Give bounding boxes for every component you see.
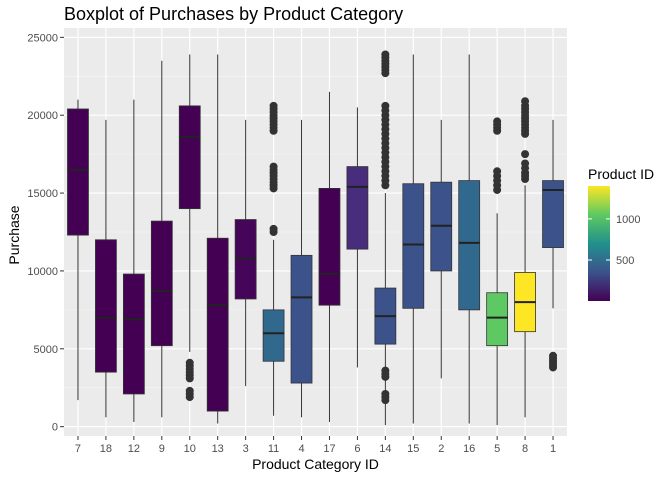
box-category-6 <box>346 107 369 368</box>
outlier-point <box>269 162 278 171</box>
y-tick-label: 15000 <box>27 188 58 200</box>
outlier-point <box>269 224 278 233</box>
box-category-2 <box>430 119 453 379</box>
box-body <box>178 105 201 210</box>
outlier-point <box>185 386 194 395</box>
outlier-point <box>521 159 530 168</box>
box-category-15 <box>402 54 425 424</box>
y-tick-label: 20000 <box>27 110 58 122</box>
box-body <box>95 239 117 373</box>
box-category-9 <box>150 60 173 418</box>
x-tick-label: 12 <box>128 443 140 455</box>
box-category-17 <box>318 91 341 422</box>
box-body <box>346 166 369 250</box>
box-body <box>542 180 564 248</box>
box-body <box>262 309 285 362</box>
x-tick-label: 7 <box>75 443 81 455</box>
outlier-point <box>381 50 390 59</box>
box-category-1 <box>542 119 564 372</box>
chart-title: Boxplot of Purchases by Product Category <box>64 4 404 24</box>
outlier-point <box>493 167 502 176</box>
outlier-point <box>185 358 194 367</box>
y-tick-label: 10000 <box>27 266 58 278</box>
box-body <box>458 180 481 311</box>
x-tick-label: 6 <box>354 443 360 455</box>
x-tick-label: 1 <box>550 443 556 455</box>
outlier-point <box>381 101 390 110</box>
x-tick-label: 14 <box>379 443 391 455</box>
x-tick-label: 10 <box>184 443 196 455</box>
box-category-18 <box>95 119 117 418</box>
box-body <box>486 292 509 347</box>
x-tick-label: 5 <box>494 443 500 455</box>
box-category-8 <box>514 97 536 418</box>
box-body <box>318 187 341 306</box>
outlier-point <box>381 366 390 375</box>
box-body <box>67 108 89 236</box>
y-tick-label: 25000 <box>27 32 58 44</box>
x-tick-label: 2 <box>438 443 444 455</box>
box-category-12 <box>122 99 145 422</box>
box-category-11 <box>262 101 285 416</box>
legend-tick-label: 1000 <box>616 214 640 226</box>
box-category-14 <box>374 50 397 426</box>
x-tick-label: 17 <box>323 443 335 455</box>
legend-tick-label: 500 <box>616 255 634 267</box>
box-category-4 <box>290 119 313 418</box>
box-category-10 <box>178 54 201 402</box>
x-axis-title: Product Category ID <box>252 456 379 472</box>
outlier-point <box>493 117 502 126</box>
legend-title: Product ID <box>588 166 655 182</box>
x-tick-label: 4 <box>298 443 304 455</box>
y-tick-label: 0 <box>52 422 58 434</box>
box-body <box>290 254 313 384</box>
outlier-point <box>381 389 390 398</box>
x-tick-label: 9 <box>159 443 165 455</box>
box-body <box>122 273 145 395</box>
box-category-7 <box>67 99 89 401</box>
x-tick-label: 3 <box>243 443 249 455</box>
box-body <box>206 237 229 412</box>
outlier-point <box>521 97 530 106</box>
outlier-point <box>269 101 278 110</box>
legend-colorbar <box>588 186 610 301</box>
x-tick-label: 18 <box>100 443 112 455</box>
box-body <box>150 220 173 347</box>
x-tick-label: 8 <box>522 443 528 455</box>
y-tick-label: 5000 <box>34 344 58 356</box>
x-tick-label: 13 <box>212 443 224 455</box>
box-category-13 <box>206 54 229 424</box>
box-category-5 <box>486 117 509 426</box>
outlier-point <box>521 150 530 159</box>
box-category-16 <box>458 54 481 424</box>
x-tick-label: 15 <box>407 443 419 455</box>
outlier-point <box>549 351 558 360</box>
x-tick-label: 11 <box>268 443 279 455</box>
x-tick-label: 16 <box>463 443 475 455</box>
box-body <box>402 183 425 309</box>
box-category-3 <box>234 119 257 387</box>
